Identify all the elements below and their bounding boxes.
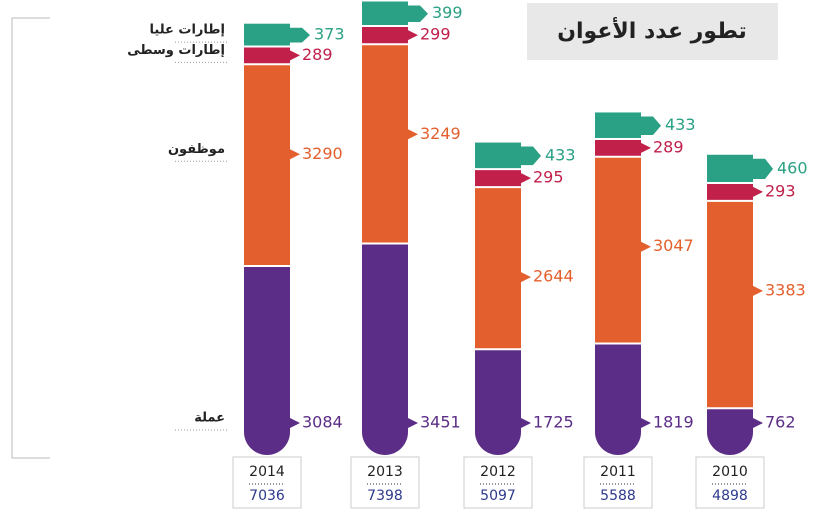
pointer	[290, 418, 300, 428]
bracket	[11, 17, 50, 459]
bar-segment	[595, 112, 641, 139]
bar-segment	[707, 408, 753, 455]
pointer	[408, 129, 418, 140]
flag	[521, 146, 541, 166]
bar-segment	[707, 200, 753, 409]
value-label: 433	[545, 145, 576, 164]
flag	[641, 116, 661, 135]
legend-label: عملة	[194, 411, 225, 426]
value-label: 3451	[420, 413, 461, 432]
total-label: 5097	[480, 488, 516, 504]
x-tick-label: 2011	[600, 464, 636, 480]
value-label: 373	[314, 25, 345, 44]
value-label: 460	[777, 158, 808, 177]
bar-segment	[244, 46, 290, 65]
value-label: 3383	[765, 280, 806, 299]
pointer	[641, 418, 651, 428]
value-label: 295	[533, 168, 564, 187]
value-label: 3047	[653, 236, 694, 255]
bar-segment	[707, 182, 753, 201]
x-tick-label: 2013	[367, 464, 403, 480]
year-box	[232, 456, 302, 509]
bar-segment	[244, 265, 290, 455]
year-box	[695, 456, 765, 509]
total-label: 5588	[600, 488, 636, 504]
bar-segment	[362, 44, 408, 244]
value-label: 3084	[302, 413, 343, 432]
bar-segment	[475, 187, 521, 350]
value-label: 399	[432, 3, 463, 22]
year-box	[350, 456, 420, 509]
x-tick-label: 2014	[249, 464, 285, 480]
value-label: 293	[765, 181, 796, 200]
x-tick-label: 2012	[480, 464, 516, 480]
bar-segment	[362, 1, 408, 26]
chart-title: تطور عدد الأعوان	[557, 16, 747, 44]
legend-label: إطارات وسطى	[127, 43, 225, 58]
value-label: 1819	[653, 413, 694, 432]
pointer	[408, 418, 418, 428]
pointer	[408, 30, 418, 41]
bar-segment	[244, 23, 290, 47]
flag	[290, 27, 310, 43]
value-label: 762	[765, 413, 796, 432]
pointer	[290, 50, 300, 61]
total-label: 7036	[249, 488, 285, 504]
bar-segment	[595, 343, 641, 455]
pointer	[521, 173, 531, 184]
bar-segment	[475, 142, 521, 170]
value-label: 1725	[533, 413, 574, 432]
pointer	[521, 272, 531, 283]
flag	[753, 158, 773, 179]
bar-segment	[595, 156, 641, 344]
pointer	[290, 149, 300, 160]
value-label: 2644	[533, 267, 574, 286]
legend-label: إطارات عليا	[150, 23, 226, 38]
x-tick-label: 2010	[712, 464, 748, 480]
pointer	[753, 285, 763, 296]
bar-segment	[595, 138, 641, 157]
bar-segment	[244, 64, 290, 266]
bar-segment	[362, 243, 408, 455]
pointer	[641, 241, 651, 252]
value-label: 289	[302, 45, 333, 64]
bar-segment	[707, 154, 753, 183]
value-label: 289	[653, 137, 684, 156]
title-box	[527, 3, 778, 60]
pointer	[521, 418, 531, 428]
legend-label: موظفون	[168, 142, 225, 157]
value-label: 3249	[420, 124, 461, 143]
year-box	[583, 456, 653, 509]
total-label: 7398	[367, 488, 403, 504]
year-box	[463, 456, 533, 509]
value-label: 3290	[302, 144, 343, 163]
total-label: 4898	[712, 488, 748, 504]
value-label: 433	[665, 115, 696, 134]
bar-segment	[475, 169, 521, 188]
bar-segment	[362, 25, 408, 45]
pointer	[641, 142, 651, 153]
bar-segment	[475, 349, 521, 455]
flag	[408, 5, 428, 22]
pointer	[753, 186, 763, 197]
value-label: 299	[420, 25, 451, 44]
pointer	[753, 418, 763, 428]
